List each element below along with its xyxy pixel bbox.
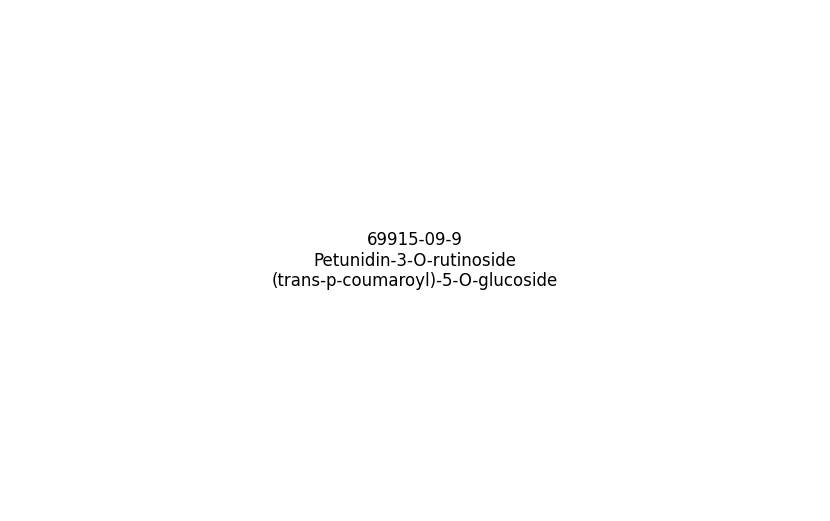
Text: 69915-09-9
Petunidin-3-O-rutinoside
(trans-p-coumaroyl)-5-O-glucoside: 69915-09-9 Petunidin-3-O-rutinoside (tra… [272, 231, 558, 290]
